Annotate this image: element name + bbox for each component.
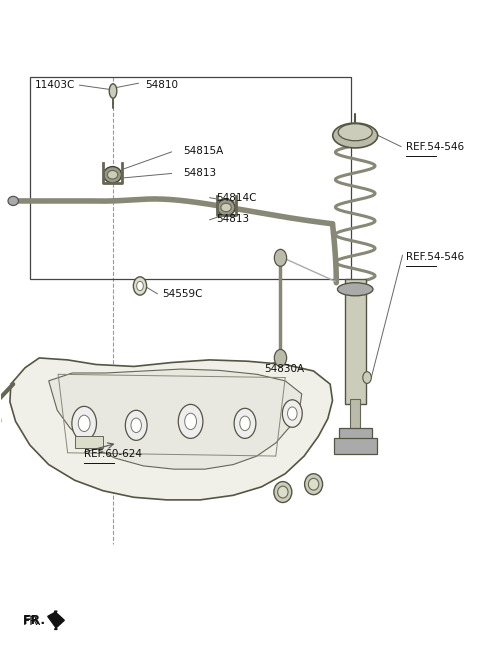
Ellipse shape bbox=[274, 482, 292, 503]
Circle shape bbox=[131, 418, 142, 432]
Ellipse shape bbox=[0, 409, 1, 428]
Bar bbox=[75, 436, 103, 447]
Polygon shape bbox=[48, 611, 64, 629]
Circle shape bbox=[178, 405, 203, 438]
Ellipse shape bbox=[108, 171, 118, 179]
Circle shape bbox=[234, 408, 256, 438]
Circle shape bbox=[275, 350, 287, 367]
Circle shape bbox=[137, 281, 144, 290]
Text: 54830A: 54830A bbox=[264, 364, 304, 374]
Circle shape bbox=[72, 406, 96, 440]
Bar bbox=[30, 77, 351, 279]
Ellipse shape bbox=[338, 124, 372, 141]
Text: REF.54-546: REF.54-546 bbox=[406, 142, 464, 152]
Ellipse shape bbox=[217, 199, 235, 215]
Text: 54813: 54813 bbox=[216, 214, 250, 224]
Text: FR.: FR. bbox=[23, 615, 42, 628]
Ellipse shape bbox=[277, 486, 288, 498]
Text: 11403C: 11403C bbox=[35, 80, 75, 90]
Ellipse shape bbox=[104, 167, 121, 183]
Text: FR.: FR. bbox=[23, 614, 46, 627]
Ellipse shape bbox=[333, 123, 378, 148]
Ellipse shape bbox=[8, 196, 18, 206]
Circle shape bbox=[78, 415, 90, 432]
Text: REF.54-546: REF.54-546 bbox=[406, 252, 464, 261]
Ellipse shape bbox=[305, 474, 323, 495]
Circle shape bbox=[125, 410, 147, 440]
Bar bbox=[345, 279, 366, 404]
Circle shape bbox=[288, 407, 297, 420]
Circle shape bbox=[185, 413, 196, 430]
Polygon shape bbox=[10, 358, 333, 500]
Circle shape bbox=[275, 250, 287, 266]
Bar bbox=[334, 438, 376, 454]
Bar bbox=[350, 399, 360, 436]
Circle shape bbox=[133, 277, 146, 295]
Ellipse shape bbox=[308, 478, 319, 490]
Text: 54813: 54813 bbox=[183, 168, 216, 178]
Circle shape bbox=[282, 400, 302, 427]
Polygon shape bbox=[48, 369, 302, 469]
Ellipse shape bbox=[221, 203, 231, 212]
Text: 54559C: 54559C bbox=[162, 290, 203, 300]
Bar bbox=[339, 428, 372, 440]
Ellipse shape bbox=[337, 283, 373, 296]
Ellipse shape bbox=[109, 84, 117, 98]
Text: 54810: 54810 bbox=[145, 80, 179, 90]
Circle shape bbox=[363, 372, 372, 384]
Circle shape bbox=[240, 416, 250, 430]
Text: 54815A: 54815A bbox=[183, 146, 224, 156]
Text: REF.60-624: REF.60-624 bbox=[84, 449, 142, 459]
Text: 54814C: 54814C bbox=[216, 193, 257, 202]
